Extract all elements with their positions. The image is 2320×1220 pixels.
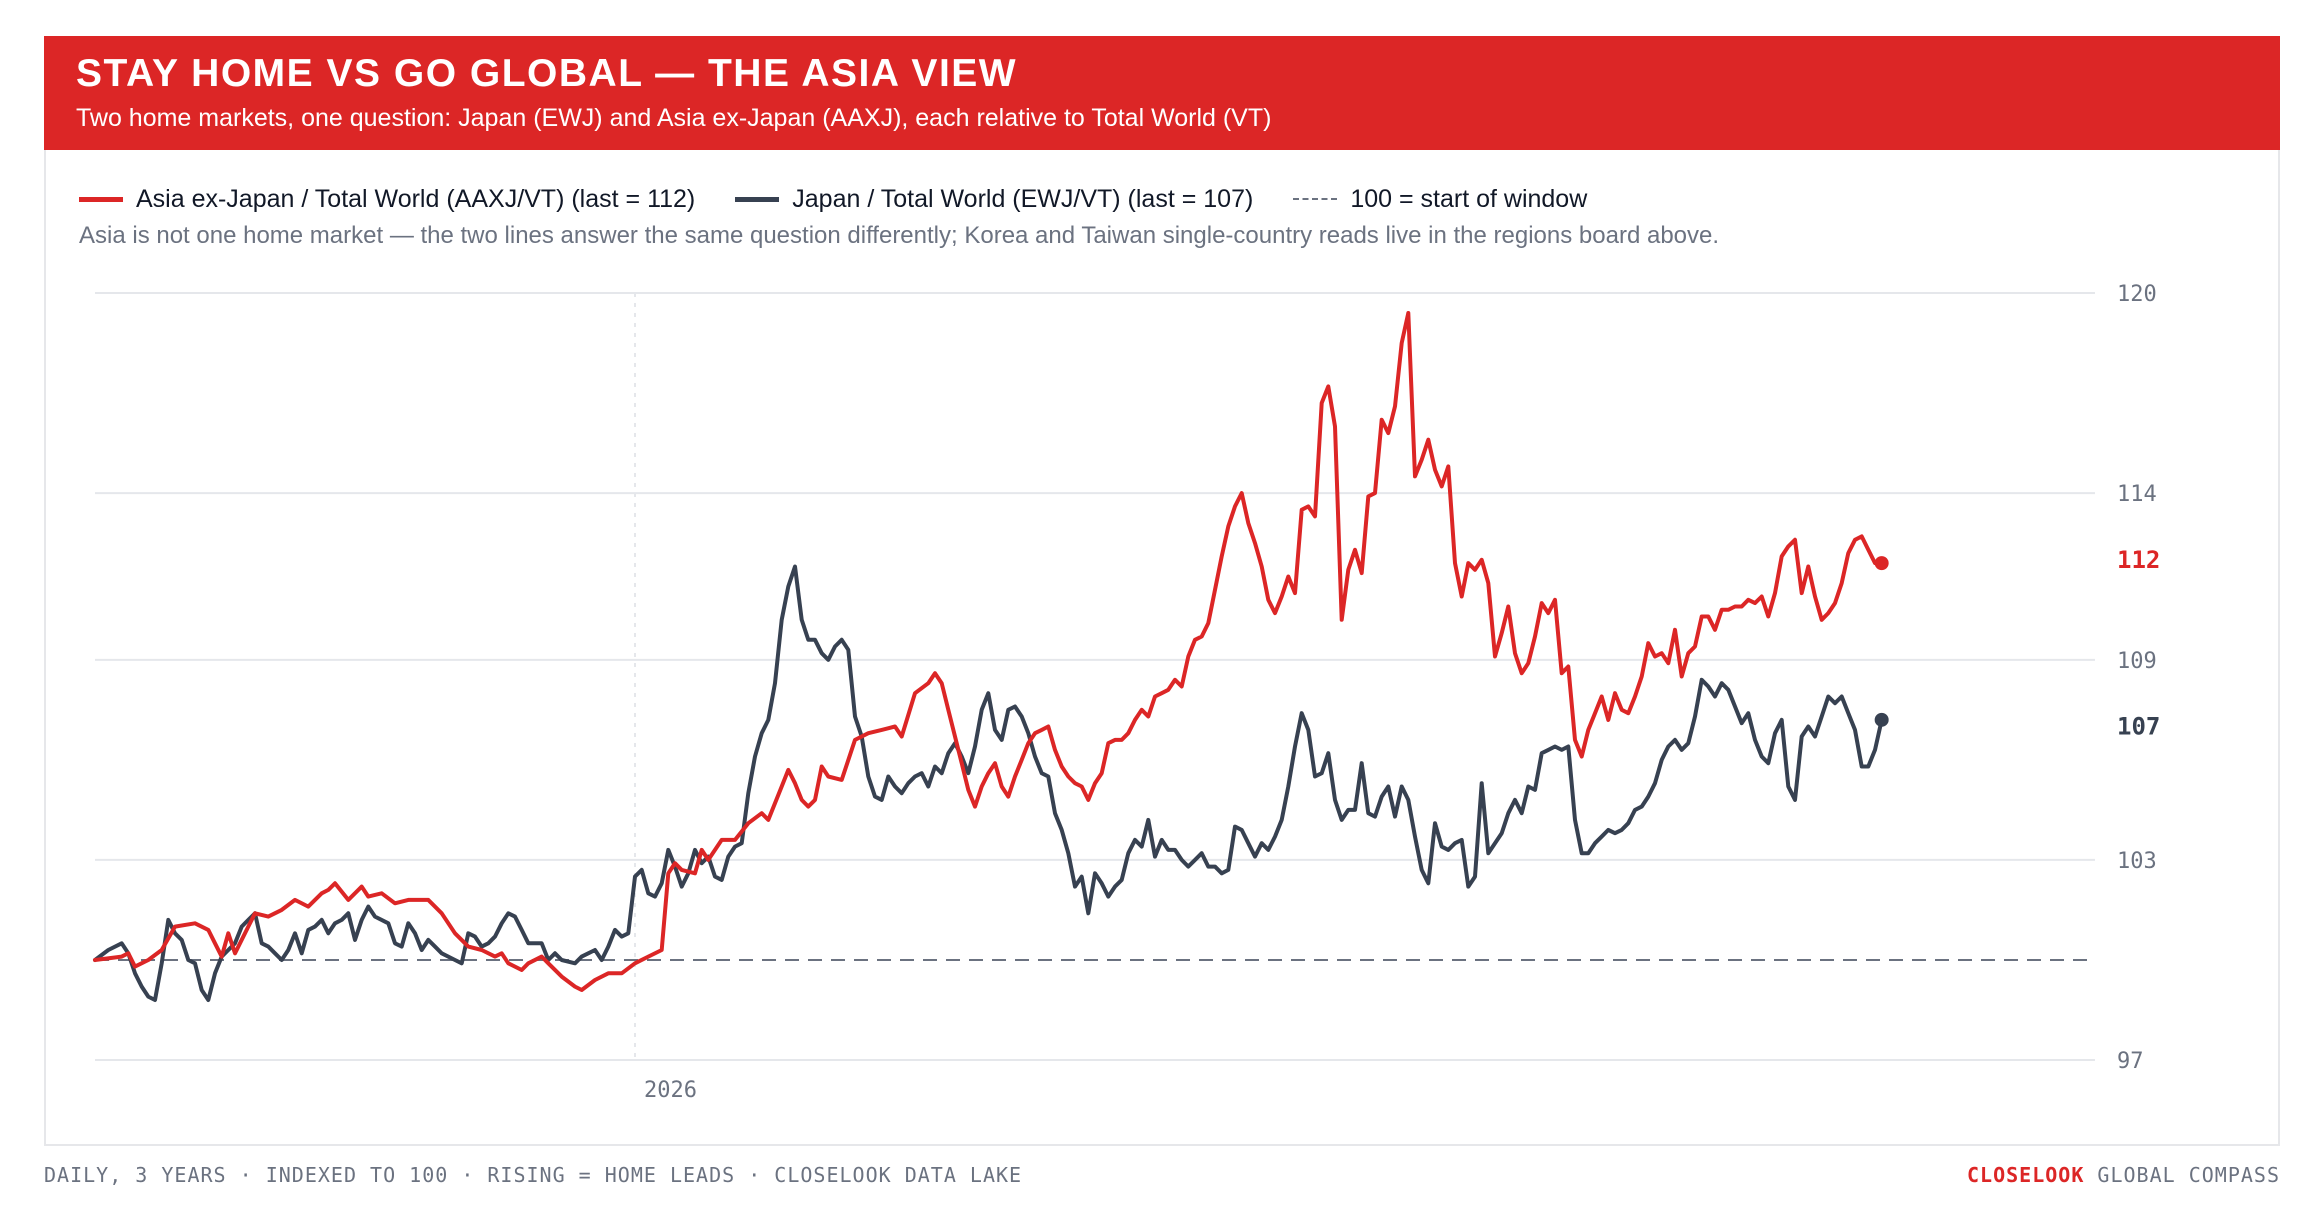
footer-source: DAILY, 3 YEARS · INDEXED TO 100 · RISING… bbox=[44, 1163, 1023, 1187]
footer-brand: CLOSELOOK bbox=[1967, 1163, 2085, 1187]
x-axis-ticks: 2026 bbox=[644, 1078, 697, 1103]
chart-note: Asia is not one home market — the two li… bbox=[79, 222, 1720, 249]
footer-brand-block: CLOSELOOK GLOBAL COMPASS bbox=[1967, 1163, 2280, 1187]
x-tick-label: 2026 bbox=[644, 1078, 697, 1103]
y-tick-label: 109 bbox=[2117, 649, 2157, 674]
asia-series-end-dot bbox=[1874, 556, 1889, 571]
legend-baseline-label: 100 = start of window bbox=[1350, 184, 1588, 213]
end-markers: 107 112 bbox=[1874, 546, 2160, 741]
y-tick-label: 120 bbox=[2117, 282, 2157, 307]
legend-asia-label: Asia ex-Japan / Total World (AAXJ/VT) (l… bbox=[136, 184, 696, 213]
y-tick-label: 97 bbox=[2117, 1049, 2144, 1074]
legend: Asia ex-Japan / Total World (AAXJ/VT) (l… bbox=[79, 182, 1627, 216]
page-subtitle: Two home markets, one question: Japan (E… bbox=[76, 104, 1272, 132]
grid-lines bbox=[95, 292, 2095, 1061]
legend-japan-label: Japan / Total World (EWJ/VT) (last = 107… bbox=[792, 184, 1254, 213]
legend-item-japan: Japan / Total World (EWJ/VT) (last = 107… bbox=[735, 185, 1253, 214]
chart-card bbox=[44, 36, 2280, 1146]
asia-series-line bbox=[93, 311, 1884, 992]
asia-swatch bbox=[79, 196, 123, 202]
footer-product: GLOBAL COMPASS bbox=[2084, 1163, 2280, 1187]
y-tick-label: 114 bbox=[2117, 482, 2157, 507]
baseline-swatch bbox=[1293, 198, 1338, 200]
legend-item-asia: Asia ex-Japan / Total World (AAXJ/VT) (l… bbox=[79, 185, 695, 214]
header-banner: STAY HOME VS GO GLOBAL — THE ASIA VIEW T… bbox=[44, 36, 2280, 150]
y-axis-ticks: 97 103 109 114 120 bbox=[2117, 282, 2157, 1074]
page-title: STAY HOME VS GO GLOBAL — THE ASIA VIEW bbox=[76, 52, 1018, 95]
y-tick-label: 103 bbox=[2117, 849, 2157, 874]
asia-series-last-label: 112 bbox=[2117, 546, 2160, 574]
japan-series-last-label: 107 bbox=[2117, 713, 2160, 741]
legend-item-baseline: 100 = start of window bbox=[1293, 185, 1587, 214]
japan-swatch bbox=[735, 196, 780, 202]
series-lines bbox=[93, 311, 1884, 1002]
japan-series-end-dot bbox=[1874, 712, 1889, 727]
japan-series-line bbox=[93, 564, 1884, 1002]
